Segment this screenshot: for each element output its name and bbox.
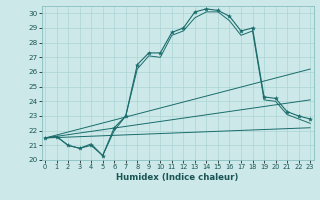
X-axis label: Humidex (Indice chaleur): Humidex (Indice chaleur) [116,173,239,182]
